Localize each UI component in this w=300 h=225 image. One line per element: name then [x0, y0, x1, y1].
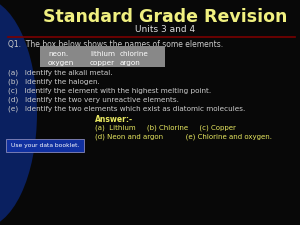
Text: (b)   Identify the halogen.: (b) Identify the halogen. — [8, 79, 100, 85]
Text: chlorine: chlorine — [120, 51, 149, 57]
Ellipse shape — [0, 0, 37, 225]
Text: (a)  Lithium     (b) Chlorine     (c) Copper: (a) Lithium (b) Chlorine (c) Copper — [95, 125, 236, 131]
Text: Answer:-: Answer:- — [95, 115, 133, 124]
Text: Q1.  The box below shows the names of some elements.: Q1. The box below shows the names of som… — [8, 40, 223, 49]
FancyBboxPatch shape — [40, 46, 165, 67]
Text: (d)   Identify the two very unreactive elements.: (d) Identify the two very unreactive ele… — [8, 97, 179, 103]
Text: Use your data booklet.: Use your data booklet. — [11, 143, 79, 148]
Text: argon: argon — [120, 60, 141, 66]
Text: lithium: lithium — [90, 51, 115, 57]
Text: (c)   Identify the element with the highest melting point.: (c) Identify the element with the highes… — [8, 88, 211, 94]
Text: (e)   Identify the two elements which exist as diatomic molecules.: (e) Identify the two elements which exis… — [8, 106, 245, 112]
Text: (d) Neon and argon          (e) Chlorine and oxygen.: (d) Neon and argon (e) Chlorine and oxyg… — [95, 134, 272, 140]
Text: copper: copper — [90, 60, 115, 66]
Text: Standard Grade Revision: Standard Grade Revision — [43, 8, 287, 26]
FancyBboxPatch shape — [6, 139, 84, 152]
Text: oxygen: oxygen — [48, 60, 74, 66]
Text: neon.: neon. — [48, 51, 68, 57]
Text: (a)   Identify the alkali metal.: (a) Identify the alkali metal. — [8, 70, 112, 76]
Text: Units 3 and 4: Units 3 and 4 — [135, 25, 195, 34]
